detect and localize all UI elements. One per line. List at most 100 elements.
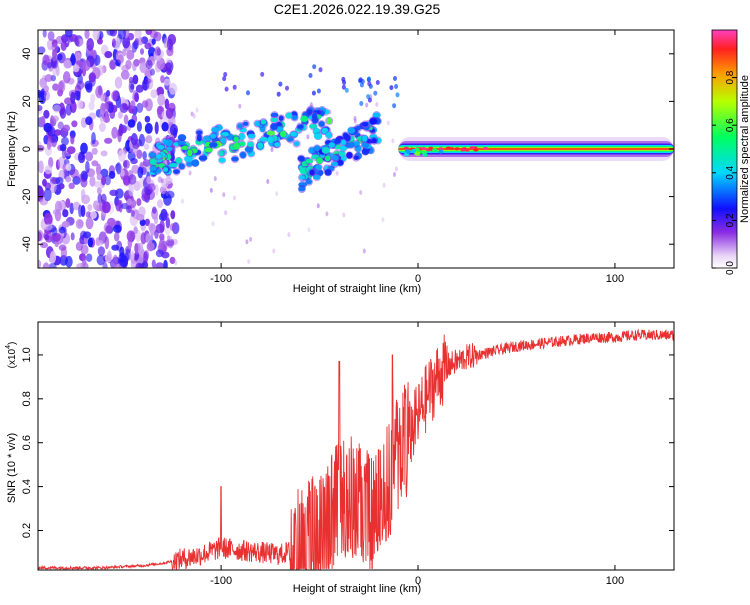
spectrogram-cell xyxy=(139,218,146,227)
spectrogram-cell xyxy=(300,115,309,123)
spectrogram-cell xyxy=(312,174,321,180)
spectrogram-cell xyxy=(142,159,151,167)
spectrogram-cell xyxy=(395,92,400,98)
spectrogram-cell xyxy=(97,38,103,45)
spectrogram-cell xyxy=(105,224,113,234)
spectrogram-cell xyxy=(483,146,489,150)
spectrogram-cell xyxy=(145,134,153,144)
spectrogram-cell xyxy=(270,112,279,118)
snr-ylabel: SNR (10 * v/v) xyxy=(6,433,18,503)
spectrogram-cell xyxy=(47,31,55,41)
spectrogram-cell xyxy=(59,144,67,152)
spectrogram-cell xyxy=(339,139,347,146)
spectrogram-cell xyxy=(97,246,106,257)
spectrogram-cell xyxy=(75,51,82,61)
spectrogram-cell xyxy=(247,133,256,139)
spectrogram-cell xyxy=(326,117,332,125)
spectrogram-cell xyxy=(167,235,171,241)
spectrogram-cell xyxy=(135,262,143,268)
spectrogram-cell xyxy=(239,127,247,133)
spectrogram-cell xyxy=(75,218,84,230)
spectrogram-cell xyxy=(48,156,54,169)
spectrogram-cell xyxy=(369,134,378,140)
spectrogram-cell xyxy=(278,115,284,121)
spectrogram-cell xyxy=(106,30,115,36)
spectrogram-cell xyxy=(114,76,123,89)
spectrogram-cell xyxy=(335,170,339,176)
spectrogram-cell xyxy=(267,136,275,144)
spectrogram-cell xyxy=(347,127,356,134)
spectrogram-cell xyxy=(82,231,92,239)
spectrogram-cell xyxy=(85,160,90,174)
spectrogram-cell xyxy=(298,186,306,192)
spectrogram-cell xyxy=(100,150,108,157)
spectrogram-cell xyxy=(393,76,397,81)
spectrogram-cell xyxy=(165,62,172,70)
spectrogram-cell xyxy=(85,83,93,93)
colorbar-label: Normalized spectral amplitude xyxy=(739,75,750,223)
colorbar-tick-label: 0.8 xyxy=(725,70,736,84)
spectrogram-cell xyxy=(65,103,72,116)
spectrogram-cell xyxy=(76,80,85,90)
spectrogram-cell xyxy=(65,176,72,183)
spectrogram-cell xyxy=(43,85,49,93)
spectrogram-panel: -100 0 100 -40 -20 0 20 40 Height of straight l… xyxy=(6,29,675,295)
spectrogram-cell xyxy=(109,60,116,70)
spectrogram-cell xyxy=(60,246,68,260)
spectrogram-cell xyxy=(68,182,75,190)
spectrogram-cell xyxy=(143,143,150,151)
spectrogram-cell xyxy=(164,139,173,147)
snr-xlabel: Height of straight line (km) xyxy=(293,583,421,595)
spectrogram-cell xyxy=(104,174,111,186)
colorbar-tick-label: 0.2 xyxy=(725,213,736,227)
spectrogram-cell xyxy=(355,145,362,153)
spectrogram-cell xyxy=(96,254,106,266)
spectrogram-cell xyxy=(245,239,249,245)
spectrogram-cell xyxy=(339,145,348,151)
spectrogram-cell xyxy=(445,146,451,150)
spectrogram-ytick-label: 20 xyxy=(21,95,33,107)
spectrogram-cell xyxy=(464,148,470,152)
spectrogram-cell xyxy=(139,61,148,74)
colorbar-ticks: 0.0 0.2 0.4 0.6 0.8 xyxy=(712,70,737,275)
spectrogram-cell xyxy=(112,254,118,268)
spectrogram-cell xyxy=(341,84,346,90)
spectrogram-cell xyxy=(224,86,229,92)
spectrogram-cell xyxy=(136,149,143,159)
spectrogram-cell xyxy=(95,239,104,246)
spectrogram-cell xyxy=(139,48,145,55)
spectrogram-cell xyxy=(113,231,120,242)
spectrogram-cell xyxy=(91,160,99,167)
spectrogram-cell xyxy=(211,221,215,227)
spectrogram-cell xyxy=(297,155,305,162)
spectrogram-cell xyxy=(372,112,381,118)
spectrogram-cell xyxy=(421,147,427,151)
spectrogram-cell xyxy=(170,210,176,220)
chart-title: C2E1.2026.022.19.39.G25 xyxy=(274,1,441,17)
spectrogram-cell xyxy=(393,172,396,177)
spectrogram-cell xyxy=(307,227,311,233)
spectrogram-cell xyxy=(136,121,142,132)
spectrogram-cell xyxy=(336,159,344,166)
spectrogram-cell xyxy=(136,102,144,113)
spectrogram-cell xyxy=(432,148,438,153)
spectrogram-cell xyxy=(375,101,379,107)
spectrogram-cell xyxy=(43,212,53,226)
spectrogram-cell xyxy=(392,103,397,109)
spectrogram-cell xyxy=(75,38,80,46)
spectrogram-cell xyxy=(155,158,163,163)
spectrogram-cell xyxy=(218,150,224,157)
spectrogram-cell xyxy=(238,133,246,141)
spectrogram-cell xyxy=(50,56,59,69)
spectrogram-cell xyxy=(64,30,73,38)
spectrogram-cell xyxy=(316,88,321,94)
spectrogram-cell xyxy=(133,226,138,235)
spectrogram-cell xyxy=(58,81,64,91)
spectrogram-cell xyxy=(266,130,276,136)
spectrogram-cell xyxy=(324,169,332,176)
spectrogram-cell xyxy=(222,76,227,82)
spectrogram-cell xyxy=(233,142,241,150)
spectrogram-cell xyxy=(44,74,53,83)
spectrogram-axes: -100 0 100 -40 -20 0 20 40 xyxy=(21,30,674,285)
spectrogram-cell xyxy=(257,142,264,149)
